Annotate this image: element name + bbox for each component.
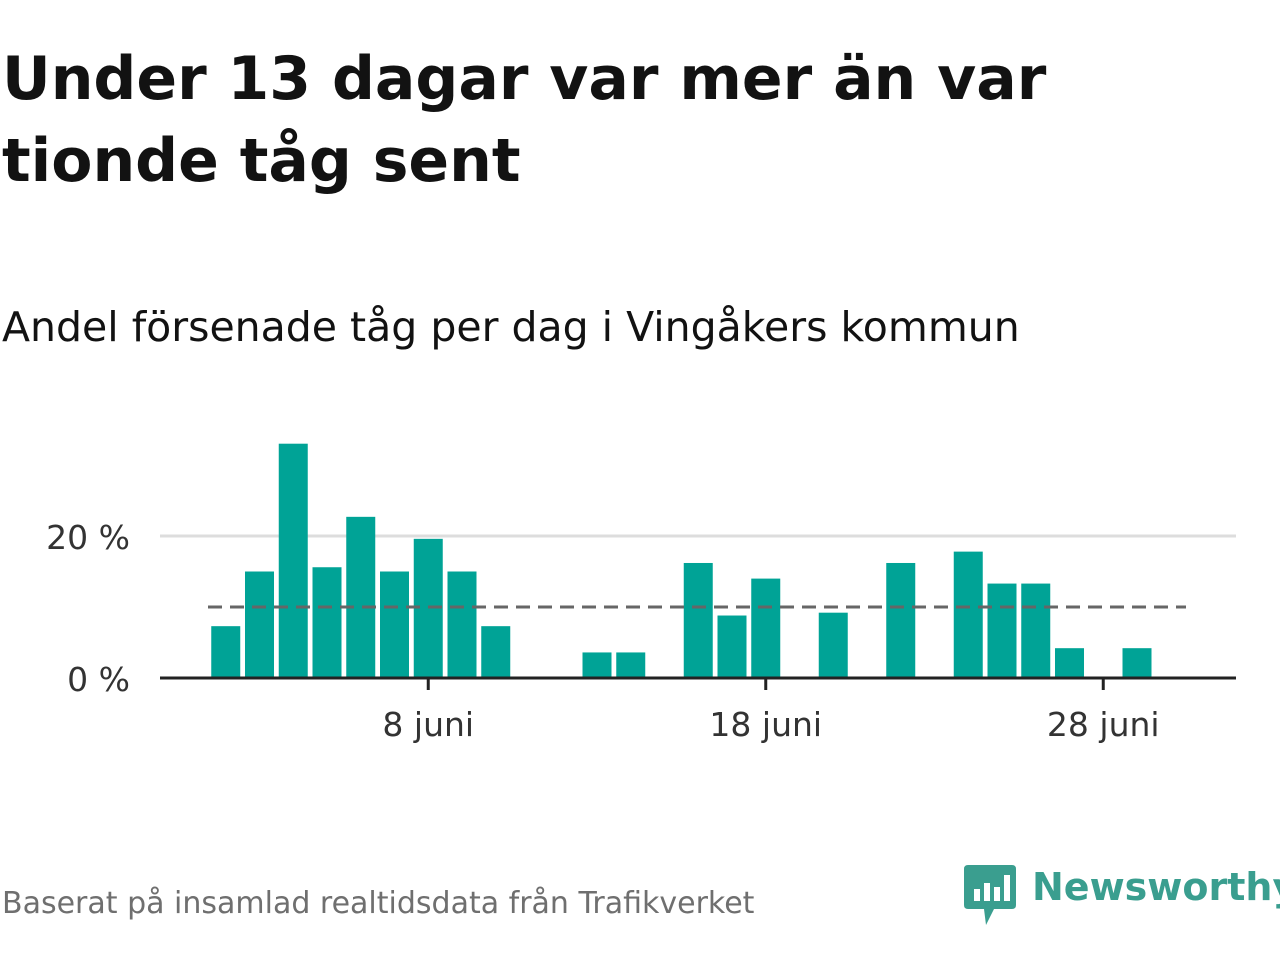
bar-day-10 [481,626,511,678]
x-tick-label: 28 juni [1047,705,1160,744]
bar-day-4 [278,443,308,678]
source-note: Baserat på insamlad realtidsdata från Tr… [2,886,755,921]
bar-chart: 8 juni 18 juni 28 juni 0 % 20 % [46,443,1236,744]
chart-subtitle: Andel försenade tåg per dag i Vingåkers … [2,303,1020,351]
x-tick-label: 18 juni [709,705,822,744]
bar-day-27 [1055,648,1084,678]
bar-day-16 [683,562,713,678]
newsworthy-logo-icon [964,865,1016,925]
bar-day-18 [751,578,781,678]
bars [211,443,1152,678]
bar-day-22 [886,562,916,678]
y-axis-labels: 0 % 20 % [46,518,130,699]
bar-day-26 [1021,583,1051,678]
bar-day-24 [953,551,983,678]
bar-day-2 [211,626,241,678]
chart-title: Under 13 dagar var mer än var tionde tåg… [2,44,1047,196]
y-tick-label: 0 % [67,660,130,699]
x-tick-label: 8 juni [382,705,474,744]
bar-day-6 [346,516,376,678]
bar-day-13 [582,652,612,678]
x-axis: 8 juni 18 juni 28 juni [160,676,1236,744]
brand-name: Newsworthy [1032,865,1280,909]
bar-day-5 [312,567,342,678]
bar-day-29 [1122,648,1152,678]
bar-day-7 [380,571,409,678]
bar-day-20 [818,612,848,678]
bar-day-17 [717,615,747,678]
bar-day-14 [616,652,646,678]
bar-day-3 [245,571,274,678]
bar-day-9 [447,571,477,678]
y-tick-label: 20 % [46,518,130,557]
bar-day-25 [987,583,1017,678]
newsworthy-logo[interactable]: Newsworthy [964,864,1280,928]
